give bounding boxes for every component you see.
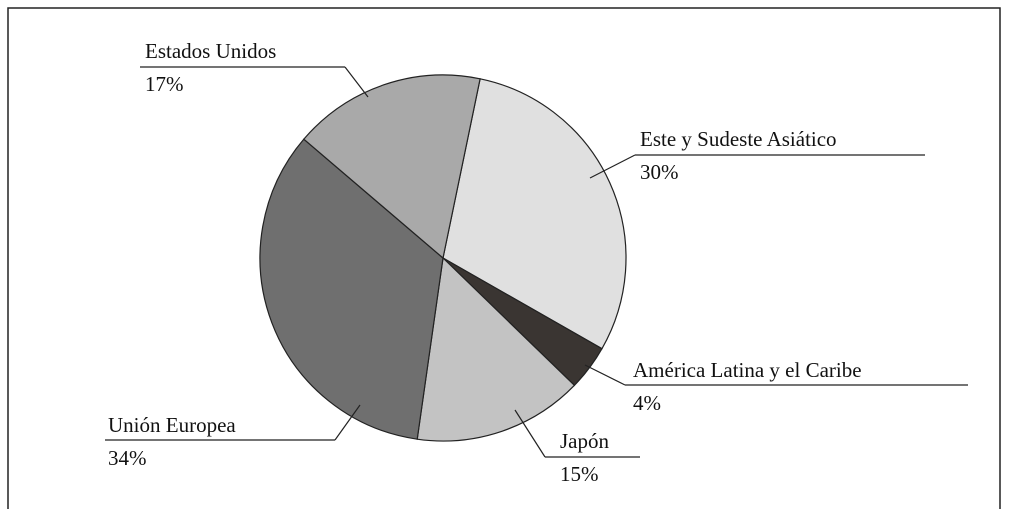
pie-slice: [259, 138, 444, 440]
value-label: 15%: [560, 462, 599, 486]
value-label: 4%: [633, 391, 661, 415]
pie-slice: [442, 78, 627, 350]
frame: [7, 7, 1001, 509]
value-label: 17%: [145, 72, 184, 96]
leader-line: [334, 404, 361, 441]
slice-label: Japón: [560, 429, 609, 453]
slice-label: Este y Sudeste Asiático: [640, 127, 837, 151]
pie-slice: [302, 74, 481, 260]
leader-line: [589, 154, 636, 179]
slice-label: Estados Unidos: [145, 39, 276, 63]
leader-line: [584, 364, 626, 386]
pie-slice: [416, 256, 576, 442]
slice-label: Unión Europea: [108, 413, 236, 437]
value-label: 34%: [108, 446, 147, 470]
value-label: 30%: [640, 160, 679, 184]
leader-line: [344, 66, 369, 98]
slice-label: América Latina y el Caribe: [633, 358, 862, 382]
leader-line: [514, 409, 546, 458]
